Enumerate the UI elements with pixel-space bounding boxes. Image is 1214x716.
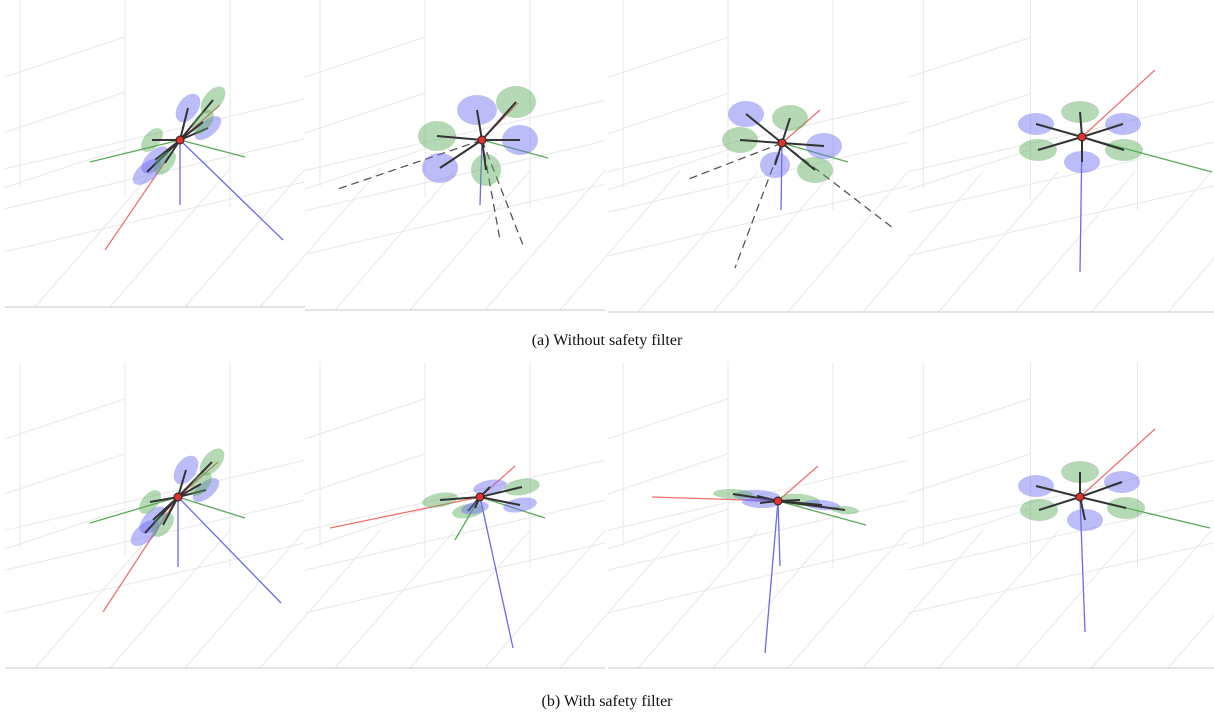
hub <box>478 136 486 144</box>
line <box>305 454 425 494</box>
hub <box>1076 493 1084 501</box>
line <box>939 530 1059 668</box>
line <box>335 140 482 190</box>
line <box>908 150 1030 190</box>
line <box>608 37 728 77</box>
line <box>638 172 758 312</box>
hub <box>774 497 782 505</box>
line <box>5 509 125 549</box>
line <box>305 399 425 439</box>
line <box>608 543 908 613</box>
line <box>608 186 908 256</box>
line <box>908 509 1030 549</box>
line <box>939 172 1059 312</box>
line <box>713 530 833 668</box>
line <box>908 102 1214 172</box>
line <box>863 530 983 668</box>
line <box>185 530 305 668</box>
line <box>638 530 758 668</box>
line <box>305 184 605 254</box>
line <box>185 169 305 307</box>
line <box>5 37 125 77</box>
line <box>908 460 1214 530</box>
line <box>35 530 155 668</box>
line <box>410 171 530 311</box>
line <box>788 172 908 312</box>
line <box>5 543 305 613</box>
line <box>908 543 1214 613</box>
line <box>608 454 728 494</box>
line <box>908 142 1214 212</box>
line <box>778 501 780 566</box>
line <box>410 530 530 668</box>
line <box>335 530 455 668</box>
line <box>305 543 605 613</box>
hub <box>176 136 184 144</box>
line <box>260 169 380 307</box>
line <box>908 500 1214 570</box>
line <box>1015 530 1135 668</box>
line <box>110 169 230 307</box>
line <box>5 399 125 439</box>
line <box>908 454 1030 494</box>
line <box>908 186 1214 256</box>
line <box>608 399 728 439</box>
line <box>110 530 230 668</box>
line <box>788 530 908 668</box>
line <box>180 140 245 157</box>
line <box>908 399 1030 439</box>
line <box>5 92 125 132</box>
line <box>305 37 425 77</box>
line <box>765 501 778 653</box>
hub <box>174 493 182 501</box>
hub <box>476 493 484 501</box>
line <box>908 37 1030 77</box>
line <box>5 147 125 187</box>
line <box>713 172 833 312</box>
line <box>305 149 425 189</box>
line <box>5 454 125 494</box>
line <box>485 530 605 668</box>
line <box>305 509 425 549</box>
line <box>908 94 1030 134</box>
page: {"figure": {"rows": [{"caption": "(a) Wi… <box>0 0 1214 716</box>
line <box>1015 172 1135 312</box>
line <box>608 94 728 134</box>
line <box>1168 530 1214 668</box>
line <box>480 497 513 648</box>
line <box>5 182 305 252</box>
line <box>305 93 425 133</box>
line <box>485 171 605 311</box>
line <box>35 169 155 307</box>
line <box>560 530 680 668</box>
line <box>863 172 983 312</box>
line <box>1092 530 1212 668</box>
line <box>608 500 908 570</box>
hub <box>778 139 786 147</box>
hub <box>1078 133 1086 141</box>
line <box>560 171 680 311</box>
line <box>608 142 908 212</box>
line <box>335 171 455 311</box>
line <box>1168 172 1214 312</box>
line <box>608 509 728 549</box>
line <box>1092 172 1212 312</box>
caption: (a) Without safety filter <box>0 332 1214 350</box>
caption: (b) With safety filter <box>0 693 1214 711</box>
